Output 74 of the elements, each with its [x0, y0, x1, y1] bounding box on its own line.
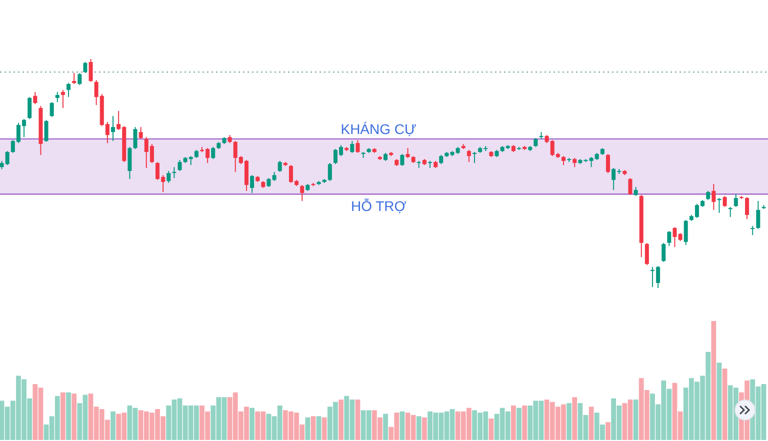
bar — [322, 417, 327, 440]
candlestick — [128, 146, 132, 180]
candlestick — [750, 225, 755, 236]
candlestick — [111, 116, 116, 142]
bar — [416, 416, 422, 440]
candlestick — [706, 190, 710, 201]
bar — [722, 368, 728, 440]
candlestick — [672, 226, 677, 248]
candlestick — [662, 242, 666, 262]
ref-line-label: KHÁNG CỰ — [340, 120, 417, 137]
candlestick — [50, 102, 54, 118]
candlestick — [211, 146, 216, 160]
bar — [633, 400, 638, 440]
candlestick — [667, 230, 672, 247]
ref-line-label: HỖ TRỢ — [350, 198, 406, 214]
candlestick — [66, 82, 71, 98]
candlestick — [350, 140, 354, 154]
candlestick — [78, 72, 82, 86]
candlestick — [55, 91, 60, 103]
candlestick — [133, 126, 138, 150]
bar — [606, 422, 610, 440]
candlestick — [400, 154, 404, 166]
bar — [72, 394, 77, 440]
candlestick — [722, 195, 727, 208]
candlestick — [745, 196, 750, 220]
candlestick — [178, 159, 182, 172]
bar — [305, 417, 310, 440]
candlestick — [406, 148, 410, 158]
bar — [566, 403, 572, 440]
candlestick — [278, 160, 282, 172]
bar — [338, 400, 344, 440]
candlestick — [250, 174, 254, 194]
bar — [316, 416, 322, 440]
bar — [355, 400, 360, 440]
bar — [250, 408, 254, 440]
candlestick — [728, 206, 732, 218]
candlestick — [628, 178, 632, 196]
candlestick — [356, 140, 360, 154]
candlestick — [83, 61, 88, 74]
candlestick — [44, 119, 48, 142]
candlestick — [606, 154, 610, 174]
candlestick — [466, 149, 471, 163]
candlestick — [272, 171, 276, 182]
candlestick — [572, 157, 577, 168]
bar — [383, 414, 388, 440]
candlestick — [300, 184, 304, 202]
candlestick — [734, 194, 738, 208]
candlestick — [138, 126, 143, 140]
bar — [400, 411, 405, 440]
candlestick — [439, 154, 444, 165]
candlestick — [644, 242, 649, 266]
candlestick — [756, 200, 760, 230]
bar — [511, 405, 516, 440]
bar — [422, 417, 427, 440]
bar — [310, 416, 316, 440]
bar — [711, 321, 716, 440]
candlestick — [88, 58, 93, 82]
bar — [60, 392, 66, 440]
bar — [572, 397, 578, 440]
candlestick — [72, 72, 76, 84]
bar — [110, 411, 116, 440]
candlestick — [712, 184, 716, 210]
candlestick — [328, 162, 332, 182]
bar — [488, 418, 494, 440]
candlestick — [166, 170, 171, 184]
bar — [516, 408, 522, 440]
candlestick — [684, 219, 688, 246]
candlestick — [60, 89, 65, 109]
bar — [522, 405, 528, 440]
candlestick — [33, 91, 38, 105]
bar — [588, 406, 594, 440]
bar — [716, 362, 722, 440]
candlestick — [28, 96, 32, 120]
bar — [66, 392, 71, 440]
